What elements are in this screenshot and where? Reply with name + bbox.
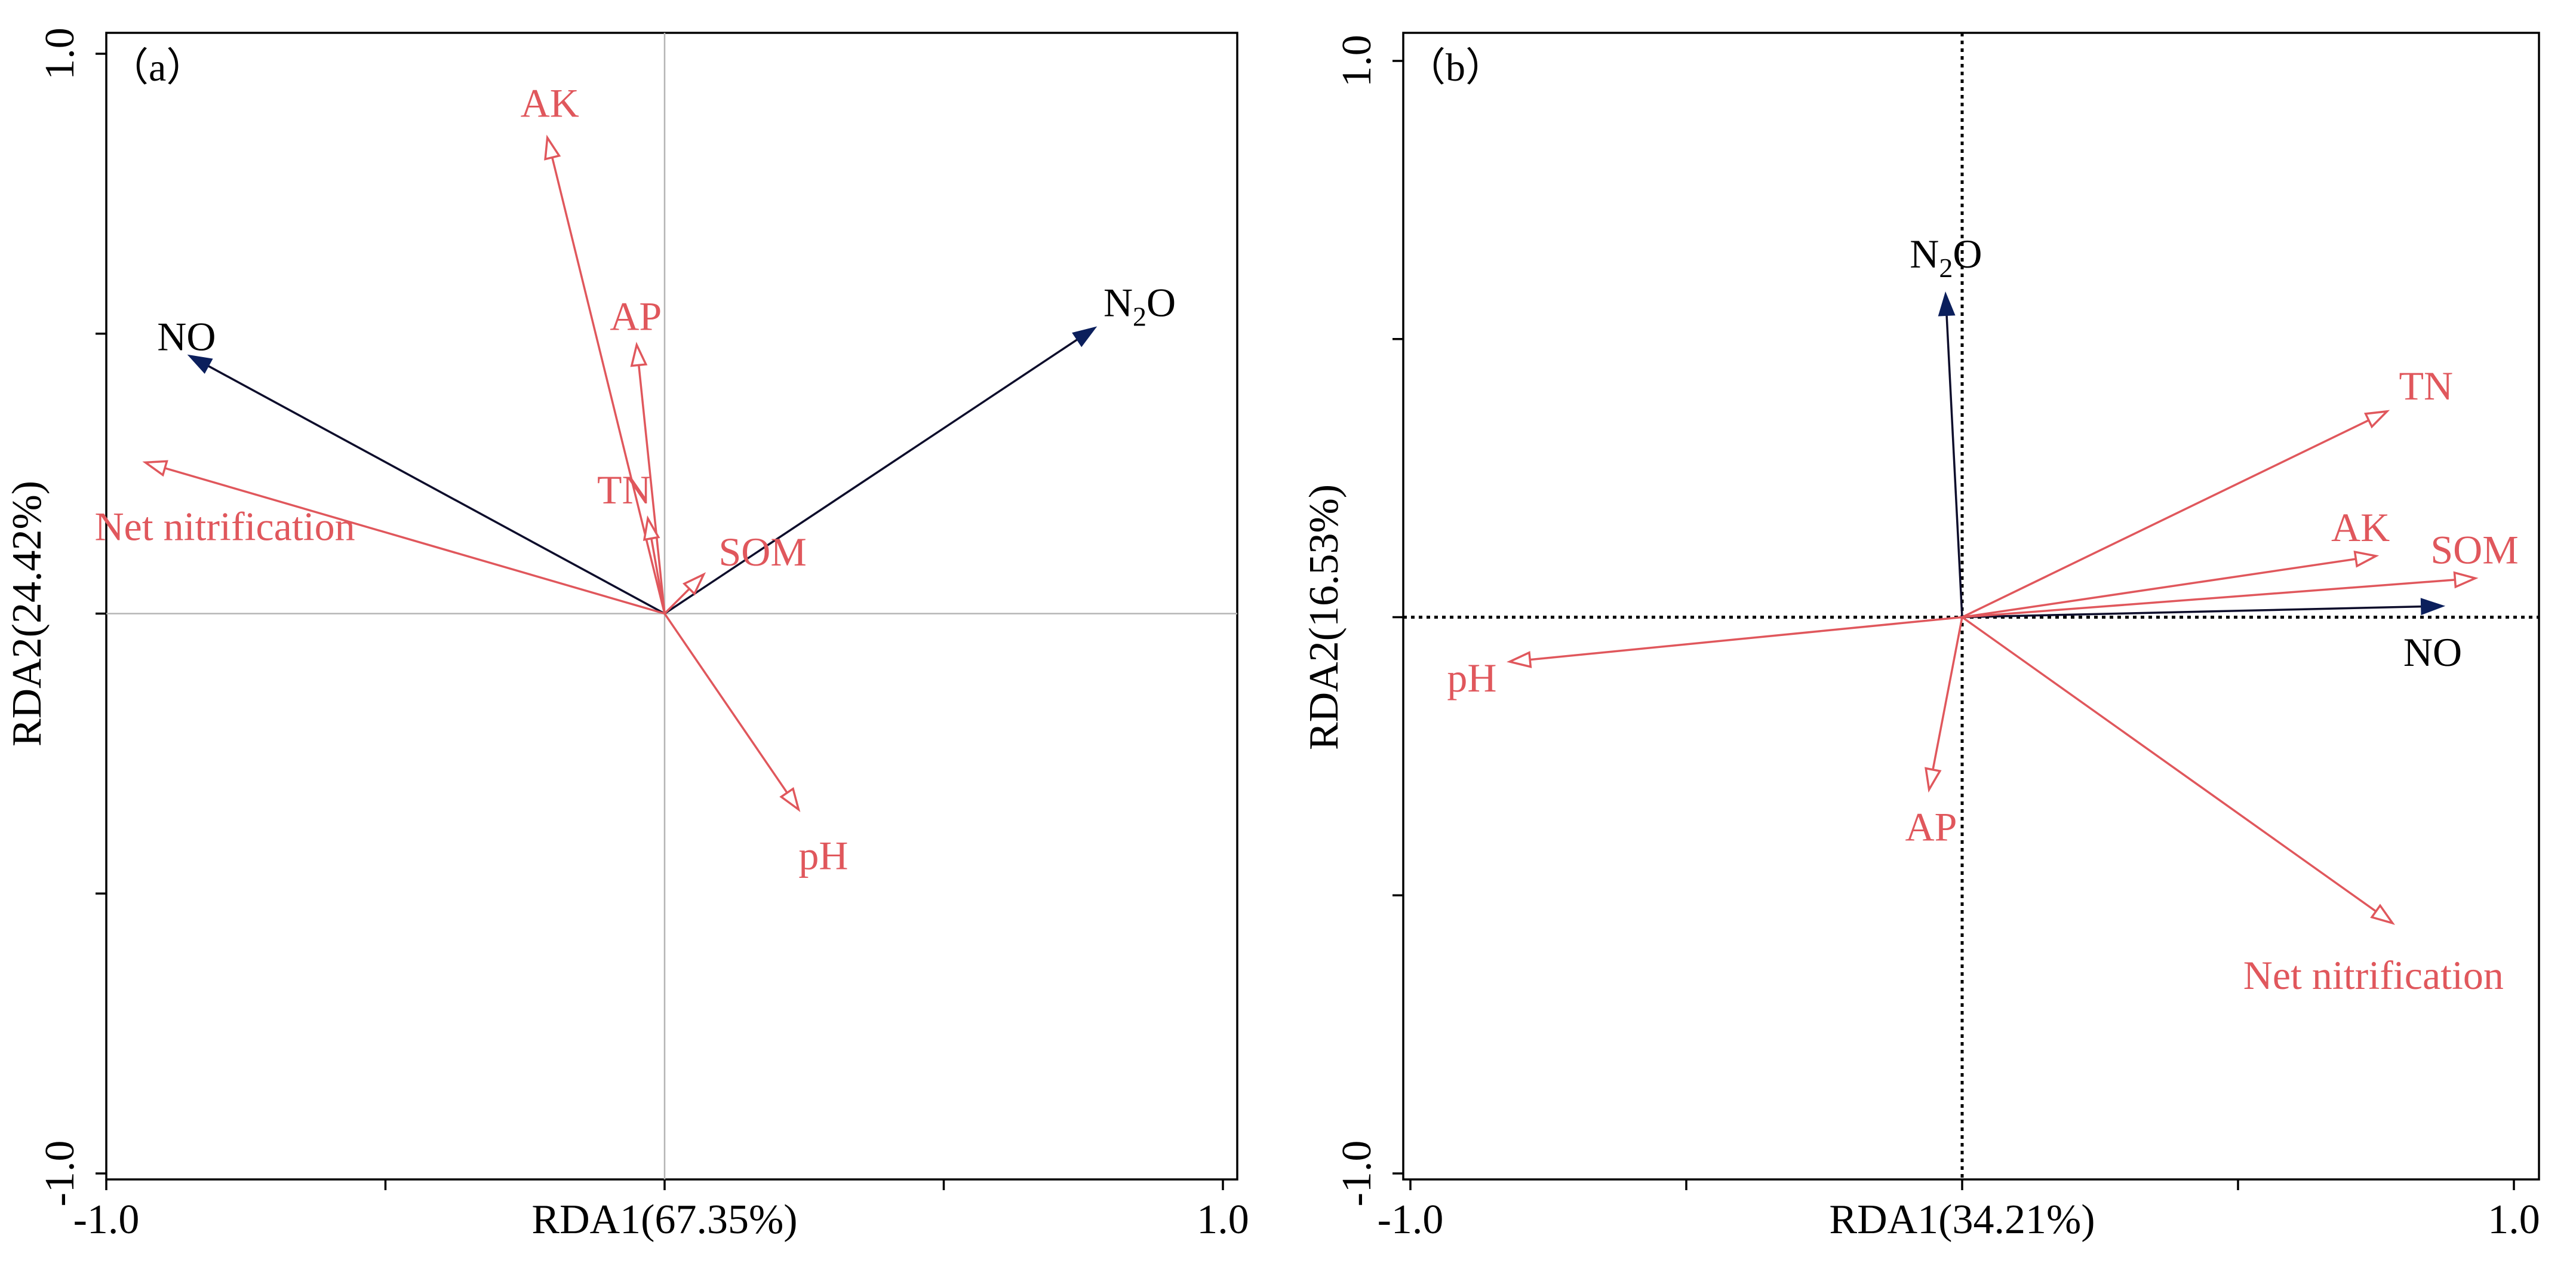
- plot-frame: [1402, 32, 2540, 1181]
- vector-net-nitrification: Net nitrification: [94, 460, 665, 615]
- x-tick-label-min: -1.0: [73, 1197, 140, 1243]
- vector-line-som: [1962, 577, 2473, 619]
- vector-ph: pH: [663, 613, 849, 878]
- vector-line-ak: [1962, 555, 2374, 619]
- vector-line-ph: [1512, 616, 1963, 663]
- vector-label-net-nitrification: Net nitrification: [2243, 952, 2504, 998]
- vector-arrowhead-ph: [1507, 651, 1532, 668]
- vector-arrowhead-som: [682, 572, 706, 596]
- vector-label-n2o: N2O: [1910, 231, 1982, 283]
- vector-label-ph: pH: [798, 833, 848, 878]
- vector-arrowhead-no: [2420, 598, 2446, 616]
- vector-label-ak: AK: [521, 81, 579, 126]
- vector-tn: TN: [1962, 363, 2453, 619]
- vector-label-som: SOM: [718, 529, 806, 574]
- vector-label-ap: AP: [1905, 804, 1957, 849]
- vector-arrowhead-ap: [630, 342, 648, 367]
- panel-b: -1.0 1.0 1.0 -1.0 RDA1(34.21%) RDA2(16.53%) （b…: [1301, 32, 2540, 1243]
- vector-ap: AP: [1905, 617, 1963, 849]
- y-axis-title: RDA2(24.42%): [4, 481, 50, 746]
- vector-label-ap: AP: [610, 294, 662, 339]
- vector-arrowhead-ap: [1925, 767, 1942, 793]
- x-tick-label-max: 1.0: [1197, 1197, 1249, 1243]
- vector-line-net-nitrification: [1961, 616, 2391, 923]
- vector-arrowhead-ak: [2353, 550, 2380, 568]
- x-tick-label-min: -1.0: [1378, 1197, 1444, 1243]
- vector-label-no: NO: [157, 314, 216, 359]
- vector-label-no: NO: [2403, 629, 2462, 675]
- vector-line-tn: [1962, 411, 2386, 619]
- vector-ap: AP: [610, 294, 666, 614]
- vector-n2o: N2O: [1910, 231, 1982, 617]
- vector-line-no: [207, 364, 665, 615]
- vector-line-net-nitrification: [147, 462, 665, 615]
- y-tick-label-max: 1.0: [37, 27, 83, 80]
- vector-line-no: [1962, 605, 2422, 619]
- vector-no: NO: [1962, 598, 2462, 675]
- x-axis-title: RDA1(67.35%): [531, 1197, 797, 1243]
- x-tick-label-max: 1.0: [2488, 1197, 2540, 1243]
- vector-label-tn: TN: [2399, 363, 2453, 408]
- vector-ak: AK: [1962, 505, 2390, 619]
- panel-label: （b）: [1406, 46, 1505, 90]
- vector-no: NO: [157, 314, 665, 615]
- y-tick-label-min: -1.0: [37, 1141, 83, 1207]
- vector-arrowhead-tn: [643, 515, 660, 541]
- vector-line-n2o: [664, 338, 1078, 614]
- vector-label-ak: AK: [2331, 505, 2390, 550]
- vector-arrowhead-net-nitrification: [142, 460, 168, 477]
- vector-tn: TN: [597, 467, 666, 614]
- y-tick-label-max: 1.0: [1334, 35, 1380, 87]
- vector-som: SOM: [663, 529, 807, 614]
- vector-label-tn: TN: [597, 467, 651, 512]
- y-axis-title: RDA2(16.53%): [1301, 484, 1347, 750]
- panel-label: （a）: [109, 46, 205, 90]
- vector-arrowhead-net-nitrification: [2370, 904, 2396, 925]
- vector-arrowhead-n2o: [1072, 326, 1098, 348]
- plot-frame: [105, 32, 1238, 1181]
- vector-arrowhead-no: [187, 354, 213, 374]
- vector-ph: pH: [1447, 616, 1963, 700]
- vector-arrowhead-ak: [544, 134, 561, 161]
- vector-label-ph: pH: [1447, 655, 1496, 700]
- panel-a: -1.0 1.0 1.0 -1.0 RDA1(67.35%) RDA2(24.42%) （a…: [4, 27, 1249, 1243]
- vector-arrowhead-ph: [779, 786, 801, 812]
- vector-arrowhead-tn: [2363, 410, 2390, 429]
- x-axis-title: RDA1(34.21%): [1829, 1197, 2095, 1243]
- vector-n2o: N2O: [664, 279, 1176, 614]
- vector-arrowhead-som: [2453, 571, 2479, 589]
- vector-net-nitrification: Net nitrification: [1961, 616, 2504, 998]
- vector-line-n2o: [1945, 315, 1963, 617]
- vector-label-som: SOM: [2430, 527, 2518, 572]
- vector-ak: AK: [521, 81, 666, 614]
- vector-line-ak: [546, 140, 666, 614]
- vector-som: SOM: [1962, 527, 2519, 619]
- vector-line-ap: [635, 347, 666, 614]
- vector-label-n2o: N2O: [1103, 279, 1176, 331]
- vector-label-net-nitrification: Net nitrification: [94, 503, 355, 549]
- vector-line-ap: [1928, 617, 1963, 788]
- y-tick-label-min: -1.0: [1334, 1141, 1380, 1207]
- vector-line-ph: [663, 613, 798, 809]
- vector-arrowhead-n2o: [1938, 291, 1956, 317]
